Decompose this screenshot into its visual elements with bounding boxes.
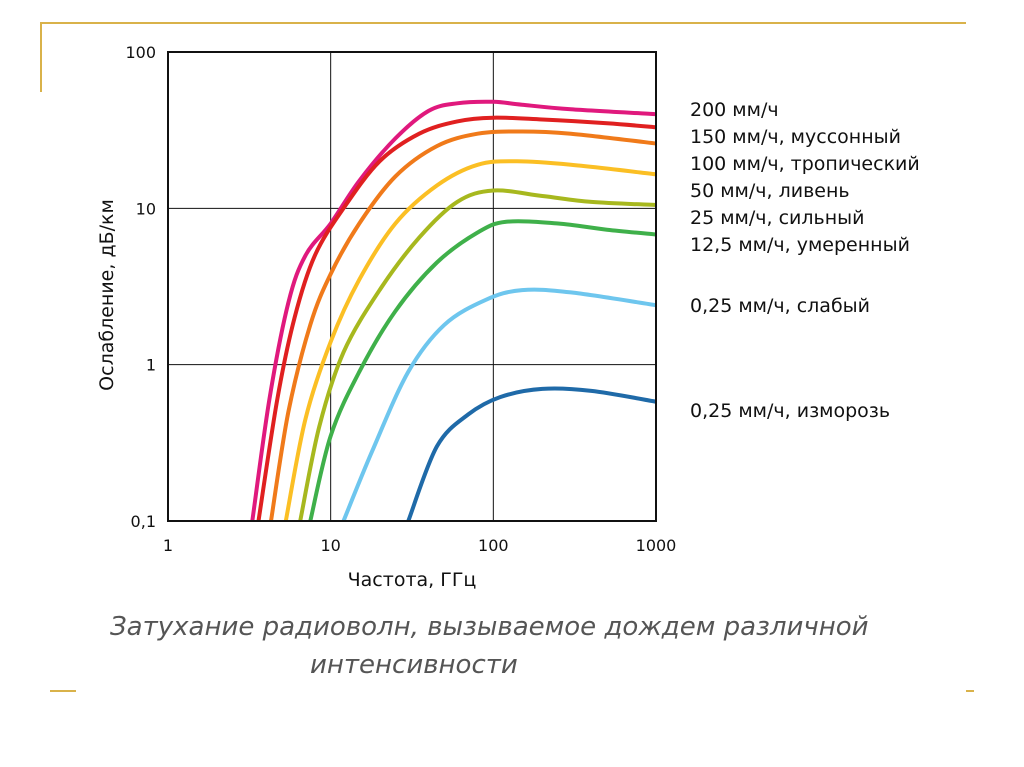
series-line-4 <box>283 159 656 521</box>
series-line-5 <box>298 188 656 521</box>
x-tick-label: 100 <box>478 536 509 555</box>
caption-line-2: интенсивности <box>310 650 518 680</box>
y-tick-label: 1 <box>146 356 156 375</box>
legend-entry-7: 0,25 мм/ч, слабый <box>690 295 870 317</box>
frame-bottom-right-line <box>966 690 974 692</box>
x-tick-label: 10 <box>320 536 340 555</box>
legend-entry-8: 0,25 мм/ч, изморозь <box>690 400 890 422</box>
y-tick-label: 10 <box>136 199 156 218</box>
x-axis-label: Частота, ГГц <box>348 569 477 591</box>
tick-labels: 1 10 100 1000 0,1 1 10 100 <box>125 43 676 555</box>
legend-entry-4: 50 мм/ч, ливень <box>690 180 850 202</box>
series-line-2 <box>256 115 656 521</box>
x-tick-label: 1000 <box>636 536 677 555</box>
legend-entry-2: 150 мм/ч, муссонный <box>690 126 901 148</box>
legend-entry-5: 25 мм/ч, сильный <box>690 207 865 229</box>
legend-entry-1: 200 мм/ч <box>690 99 779 121</box>
caption-line-1: Затухание радиоволн, вызываемое дождем р… <box>110 612 869 642</box>
series-line-6 <box>308 219 656 521</box>
frame-top-line <box>40 22 966 24</box>
frame-left-line <box>40 22 42 92</box>
plot-border <box>167 51 657 522</box>
attenuation-chart: 1 10 100 1000 0,1 1 10 100 200 мм/ч 150 мм/ч, му… <box>96 43 920 591</box>
series-line-8 <box>406 386 656 521</box>
x-tick-label: 1 <box>163 536 173 555</box>
legend-entry-3: 100 мм/ч, тропический <box>690 153 920 175</box>
legend: 200 мм/ч 150 мм/ч, муссонный 100 мм/ч, тро… <box>690 99 920 422</box>
y-tick-label: 0,1 <box>131 512 156 531</box>
y-tick-label: 100 <box>125 43 156 62</box>
series-line-1 <box>250 99 656 521</box>
series-line-3 <box>269 129 656 521</box>
legend-entry-6: 12,5 мм/ч, умеренный <box>690 234 910 256</box>
y-axis-label: Ослабление, дБ/км <box>96 199 118 391</box>
series-line-7 <box>341 287 656 521</box>
frame-bottom-left-line <box>50 690 76 692</box>
series-lines <box>250 99 656 521</box>
